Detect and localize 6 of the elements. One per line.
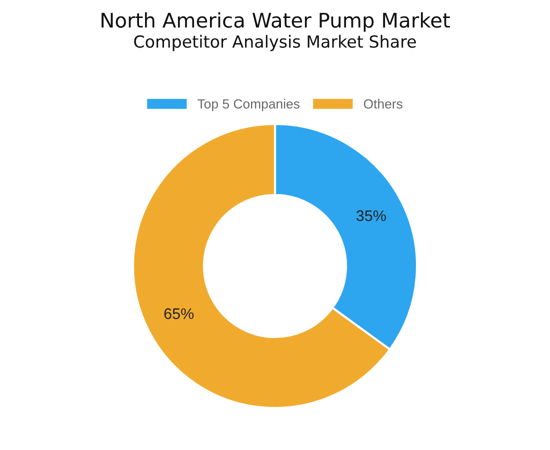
data-label: 35% [356,210,386,222]
chart-title: North America Water Pump Market [102,12,450,32]
legend-label: Others [364,98,402,109]
legend-label: Top 5 Companies [198,98,300,112]
data-label: 65% [164,308,194,320]
chart-subtitle: Competitor Analysis Market Share [134,34,416,52]
